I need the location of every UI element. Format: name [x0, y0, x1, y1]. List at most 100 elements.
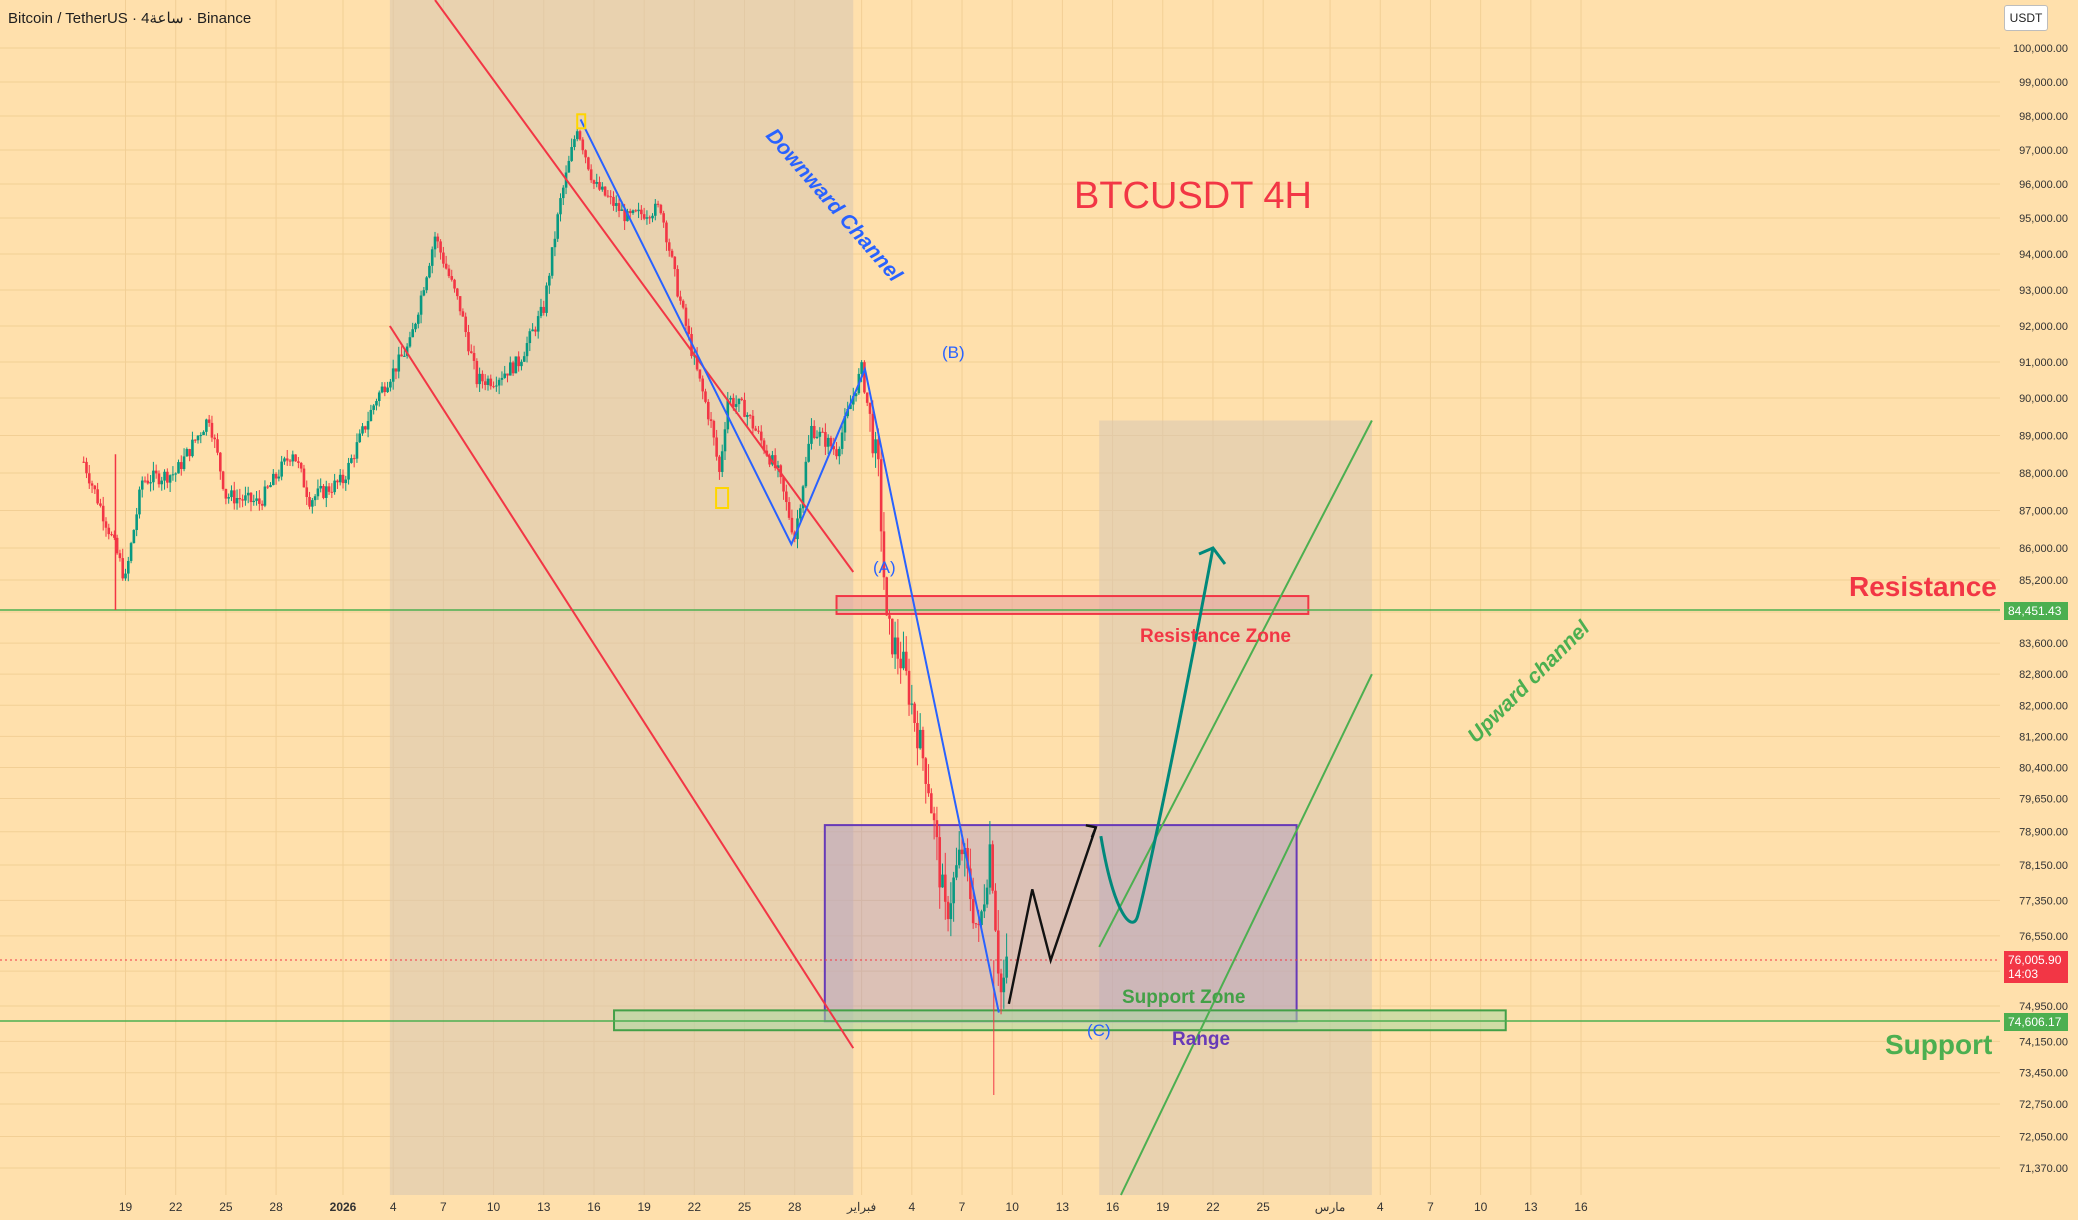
candle-body [124, 573, 127, 579]
y-tick-label: 85,200.00 [2019, 575, 2068, 587]
candle-body [893, 637, 897, 655]
header-sep-1: · [131, 10, 137, 27]
candle-body [743, 399, 746, 417]
symbol-name[interactable]: Bitcoin / TetherUS [8, 10, 128, 27]
candle-body [255, 498, 258, 501]
candle-body [684, 307, 688, 326]
y-tick-label: 96,000.00 [2019, 179, 2068, 191]
candle-body [135, 514, 138, 531]
candle-body [757, 430, 760, 432]
candle-body [157, 473, 161, 485]
x-tick-label: 7 [959, 1200, 966, 1214]
y-tick-label: 87,000.00 [2019, 506, 2068, 518]
candle-body [952, 877, 955, 904]
candle-body [877, 439, 880, 460]
candle-body [450, 276, 454, 280]
candle-body [561, 187, 565, 199]
candle-body [559, 198, 562, 215]
candle-body [695, 355, 699, 370]
candle-body [938, 837, 942, 888]
candle-body [391, 368, 395, 382]
candle-body [891, 618, 894, 655]
candle-body [389, 381, 392, 388]
candle-body [93, 485, 97, 490]
candle-body [483, 381, 487, 385]
candle-body [977, 924, 981, 926]
candle-body [397, 354, 401, 372]
candle-body [885, 577, 889, 616]
candle-body [366, 421, 370, 430]
candle-body [863, 362, 866, 393]
candle-body [219, 452, 222, 472]
exchange-name: Binance [196, 10, 252, 27]
candle-body [408, 337, 412, 347]
candle-body [581, 139, 585, 151]
interval-label[interactable]: 4ساعة [141, 10, 184, 27]
candle-body [988, 844, 992, 888]
candle-body [676, 269, 679, 297]
currency-selector[interactable]: USDT [2004, 5, 2048, 31]
candle-body [567, 160, 571, 173]
y-tick-label: 78,900.00 [2019, 827, 2068, 839]
candle-body [305, 487, 309, 497]
candle-body [612, 196, 615, 206]
candle-body [888, 615, 891, 619]
candle-body [598, 181, 601, 190]
candle-body [531, 329, 534, 332]
candle-body [829, 437, 833, 447]
pivot-marker [715, 487, 730, 509]
candle-body [447, 268, 451, 277]
candle-body [252, 500, 256, 503]
candle-body [350, 458, 353, 463]
candle-body [299, 462, 303, 469]
x-tick-label: 28 [788, 1200, 802, 1214]
candle-body [433, 236, 437, 250]
x-tick-label: 7 [1427, 1200, 1434, 1214]
current-price-tag: 76,005.90 14:03 [2004, 951, 2068, 983]
candle-body [637, 209, 640, 212]
candle-body [364, 426, 367, 430]
candle-body [617, 203, 621, 211]
candle-body [238, 498, 242, 500]
time-axis[interactable]: 19 22 25 28 2026 4 7 10 13 16 19 22 25 28 فبراير 4 7 10 13… [119, 1200, 1588, 1214]
y-tick-label: 86,000.00 [2019, 543, 2068, 555]
candle-body [849, 404, 852, 410]
y-tick-label: 72,050.00 [2019, 1131, 2068, 1143]
candle-body [949, 903, 953, 920]
candle-body [456, 288, 459, 297]
candle-body [118, 553, 122, 559]
candle-body [461, 311, 465, 317]
candle-body [550, 247, 554, 276]
candle-body [902, 651, 905, 669]
resistance-label: Resistance [1849, 571, 1997, 602]
candle-body [96, 489, 99, 504]
candle-body [467, 332, 470, 352]
candle-body [704, 391, 707, 402]
candle-body [414, 323, 417, 330]
candle-body [790, 517, 794, 533]
candle-body [670, 250, 674, 257]
candle-body [754, 428, 757, 431]
y-tick-label: 77,350.00 [2019, 895, 2068, 907]
candle-body [656, 203, 660, 205]
candle-body [90, 483, 94, 486]
candle-body [776, 465, 780, 469]
candle-body [375, 401, 378, 406]
candle-body [653, 203, 657, 216]
candle-body [442, 252, 445, 264]
candle-body [369, 409, 373, 422]
candle-body [439, 241, 442, 253]
candle-body [659, 204, 663, 214]
candle-body [871, 413, 875, 454]
candle-body [983, 904, 986, 912]
y-tick-label: 97,000.00 [2019, 145, 2068, 157]
x-tick-label: 10 [1006, 1200, 1020, 1214]
candle-body [126, 560, 130, 574]
x-tick-label: 7 [440, 1200, 447, 1214]
candle-body [436, 236, 440, 242]
candle-body [297, 461, 300, 463]
candle-body [854, 393, 858, 397]
candle-body [807, 443, 810, 462]
price-zones [0, 595, 2000, 1032]
